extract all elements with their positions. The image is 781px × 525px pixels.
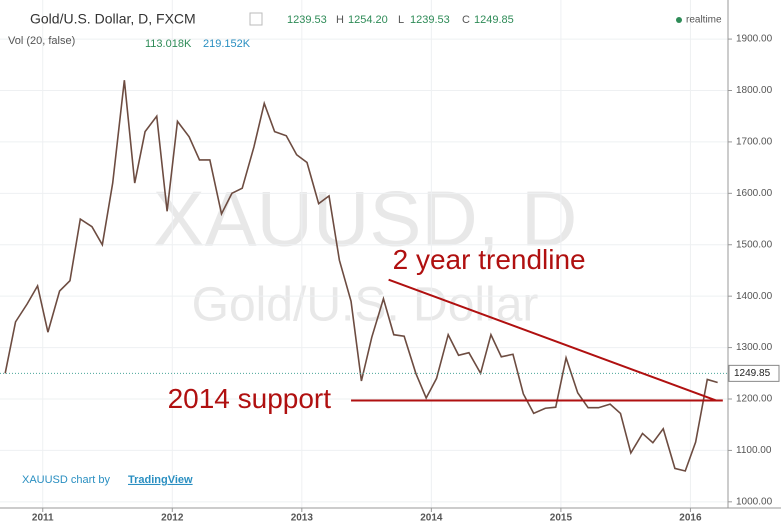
x-tick-label: 2015 [550,513,573,524]
x-tick-label: 2013 [291,513,314,524]
y-tick-label: 1300.00 [736,342,773,353]
annotation-label: 2 year trendline [393,244,586,275]
plot [0,0,728,508]
y-tick-label: 1900.00 [736,34,773,45]
last-price-tag [728,364,780,382]
y-tick-label: 1800.00 [736,85,773,96]
x-tick-label: 2011 [32,513,54,524]
last-price-label: 1249.85 [734,368,771,379]
status-dot [676,17,682,23]
ohlc-label: H [336,14,344,26]
credit: XAUUSD chart by [22,474,111,486]
ohlc-label: C [462,14,470,26]
status: realtime [686,15,722,26]
ohlc-value: 1239.53 [410,14,450,26]
annotation-line [388,278,717,402]
y-tick-label: 1700.00 [736,137,773,148]
price-line [4,80,718,472]
x-tick-label: 2012 [161,513,184,524]
volume-value: 113.018K [145,38,192,50]
y-tick-label: 1000.00 [736,496,773,507]
y-tick-label: 1400.00 [736,291,773,302]
ohlc-value: 1249.85 [474,14,514,26]
volume-label: Vol (20, false) [8,35,75,47]
y-tick-label: 1600.00 [736,188,773,199]
y-tick-label: 1100.00 [736,445,772,456]
icon[interactable] [249,12,263,26]
ohlc-label: L [398,14,404,26]
y-tick-label: 1500.00 [736,239,773,250]
credit-link[interactable]: TradingView [128,474,193,486]
x-tick-label: 2016 [679,513,702,524]
x-tick-label: 2014 [420,513,443,524]
annotation-label: 2014 support [168,383,332,414]
watermark: XAUUSD, D [153,175,578,263]
y-tick-label: 1200.00 [736,394,773,405]
watermark: Gold/U.S. Dollar [192,279,539,332]
chart-title: Gold/U.S. Dollar, D, FXCM [30,11,196,27]
ohlc-value: 1239.53 [287,14,327,26]
ohlc-value: 1254.20 [348,14,388,26]
volume-value: 219.152K [203,38,251,50]
